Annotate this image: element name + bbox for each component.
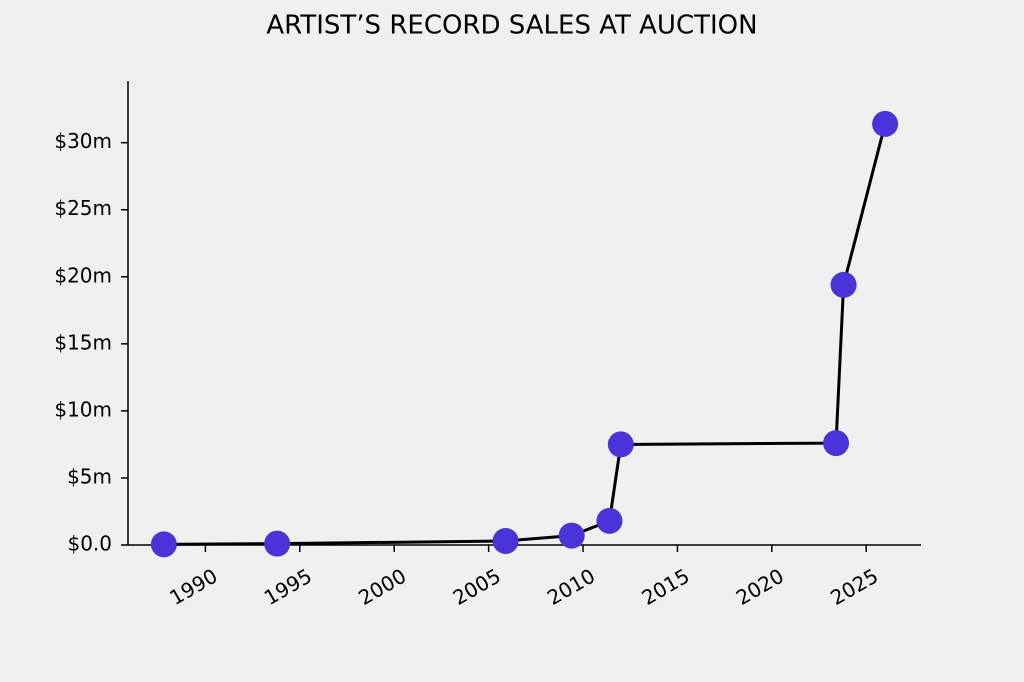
y-tick-label: $5m bbox=[67, 464, 112, 488]
y-tick-label: $30m bbox=[54, 129, 112, 153]
x-tick-label: 1995 bbox=[260, 564, 316, 610]
line bbox=[163, 123, 887, 546]
x-tick-label: 2010 bbox=[543, 564, 599, 610]
x-tick-label: 1990 bbox=[165, 564, 221, 610]
x-tick-label: 2005 bbox=[449, 564, 505, 610]
x-tick-label: 2000 bbox=[354, 564, 410, 610]
y-tick-label: $25m bbox=[54, 196, 112, 220]
point bbox=[492, 527, 519, 554]
point bbox=[830, 271, 857, 298]
point bbox=[872, 110, 899, 137]
y-tick-label: $20m bbox=[54, 263, 112, 287]
point bbox=[596, 507, 623, 534]
point bbox=[607, 431, 634, 458]
point bbox=[264, 530, 291, 557]
point bbox=[823, 430, 850, 457]
point bbox=[558, 522, 585, 549]
y-tick-label: $15m bbox=[54, 330, 112, 354]
x-tick-label: 2015 bbox=[637, 564, 693, 610]
y-tick-label: $10m bbox=[54, 397, 112, 421]
y-tick-label: $0.0 bbox=[67, 532, 112, 556]
point bbox=[150, 531, 177, 558]
x-tick-label: 2020 bbox=[732, 564, 788, 610]
x-tick-label: 2025 bbox=[826, 564, 882, 610]
chart-title: ARTIST’S RECORD SALES AT AUCTION bbox=[266, 11, 757, 41]
